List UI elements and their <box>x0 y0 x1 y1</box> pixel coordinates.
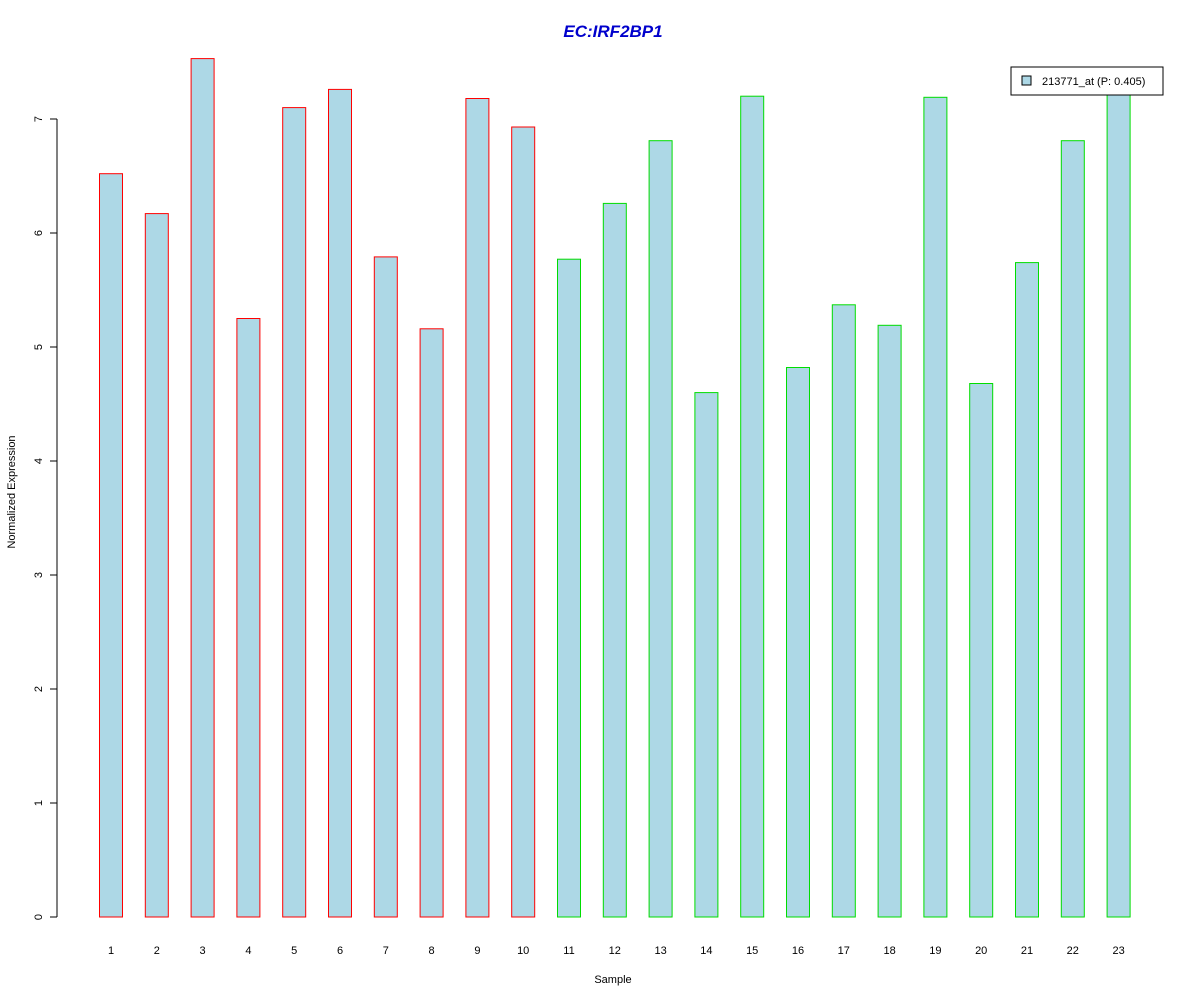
x-tick-label: 7 <box>383 945 389 957</box>
bar-sample-2 <box>144 213 169 918</box>
bar-sample-1 <box>99 173 123 918</box>
x-tick-label: 19 <box>929 945 941 957</box>
bar-sample-20 <box>969 383 994 918</box>
x-tick-label: 15 <box>746 945 758 957</box>
bar-sample-7 <box>373 256 398 918</box>
bar-sample-21 <box>1015 262 1039 918</box>
x-tick-label: 21 <box>1021 945 1033 957</box>
bar-sample-15 <box>740 95 765 918</box>
x-tick-label: 18 <box>883 945 895 957</box>
x-tick-label: 8 <box>429 945 435 957</box>
y-tick-label: 4 <box>33 458 45 464</box>
bar-sample-19 <box>923 96 948 918</box>
bar-sample-4 <box>236 318 261 918</box>
bar-sample-5 <box>282 107 307 918</box>
bar-sample-13 <box>648 140 673 918</box>
bar-group <box>99 58 1131 918</box>
bar-sample-18 <box>877 324 902 918</box>
bar-sample-9 <box>465 98 490 918</box>
x-tick-label: 1 <box>108 945 114 957</box>
y-tick-label: 6 <box>33 230 45 236</box>
y-axis-ticks: 0 1 2 3 4 5 6 7 <box>33 116 57 920</box>
x-tick-label: 3 <box>200 945 206 957</box>
x-tick-label: 5 <box>291 945 297 957</box>
legend-label: 213771_at (P: 0.405) <box>1042 76 1145 88</box>
x-tick-labels: 1 2 3 4 5 6 7 8 9 10 11 12 13 14 15 16 17 18 19 20 21 22 23 <box>108 945 1125 957</box>
x-axis-label: Sample <box>594 974 631 986</box>
legend: 213771_at (P: 0.405) <box>1010 66 1164 96</box>
y-tick-label: 5 <box>33 344 45 350</box>
y-tick-label: 7 <box>33 116 45 122</box>
x-tick-label: 11 <box>563 945 574 957</box>
y-tick-label: 3 <box>33 572 45 578</box>
bar-sample-8 <box>419 328 444 918</box>
bar-sample-12 <box>602 202 627 918</box>
x-tick-label: 4 <box>245 945 251 957</box>
bar-sample-14 <box>694 392 719 918</box>
bar-sample-3 <box>190 58 215 918</box>
y-tick-label: 2 <box>33 686 45 692</box>
x-tick-label: 13 <box>654 945 666 957</box>
x-tick-label: 16 <box>792 945 804 957</box>
bar-sample-11 <box>557 258 581 918</box>
x-tick-label: 10 <box>517 945 529 957</box>
chart-title: EC:IRF2BP1 <box>563 22 662 41</box>
x-tick-label: 17 <box>838 945 850 957</box>
y-tick-label: 0 <box>33 914 45 920</box>
x-tick-label: 23 <box>1112 945 1124 957</box>
bar-sample-10 <box>511 126 536 918</box>
bar-sample-17 <box>831 304 856 918</box>
bar-sample-23 <box>1106 90 1131 918</box>
x-tick-label: 14 <box>700 945 712 957</box>
bar-sample-22 <box>1060 140 1085 918</box>
x-tick-label: 2 <box>154 945 160 957</box>
bar-sample-16 <box>786 367 810 918</box>
x-tick-label: 6 <box>337 945 343 957</box>
x-tick-label: 12 <box>609 945 621 957</box>
x-tick-label: 22 <box>1067 945 1079 957</box>
y-tick-label: 1 <box>33 800 45 806</box>
bar-sample-6 <box>328 88 352 918</box>
x-tick-label: 20 <box>975 945 987 957</box>
legend-box <box>1010 66 1164 96</box>
y-axis-label: Normalized Expression <box>6 435 18 548</box>
legend-swatch <box>1021 75 1032 86</box>
x-tick-label: 9 <box>474 945 480 957</box>
